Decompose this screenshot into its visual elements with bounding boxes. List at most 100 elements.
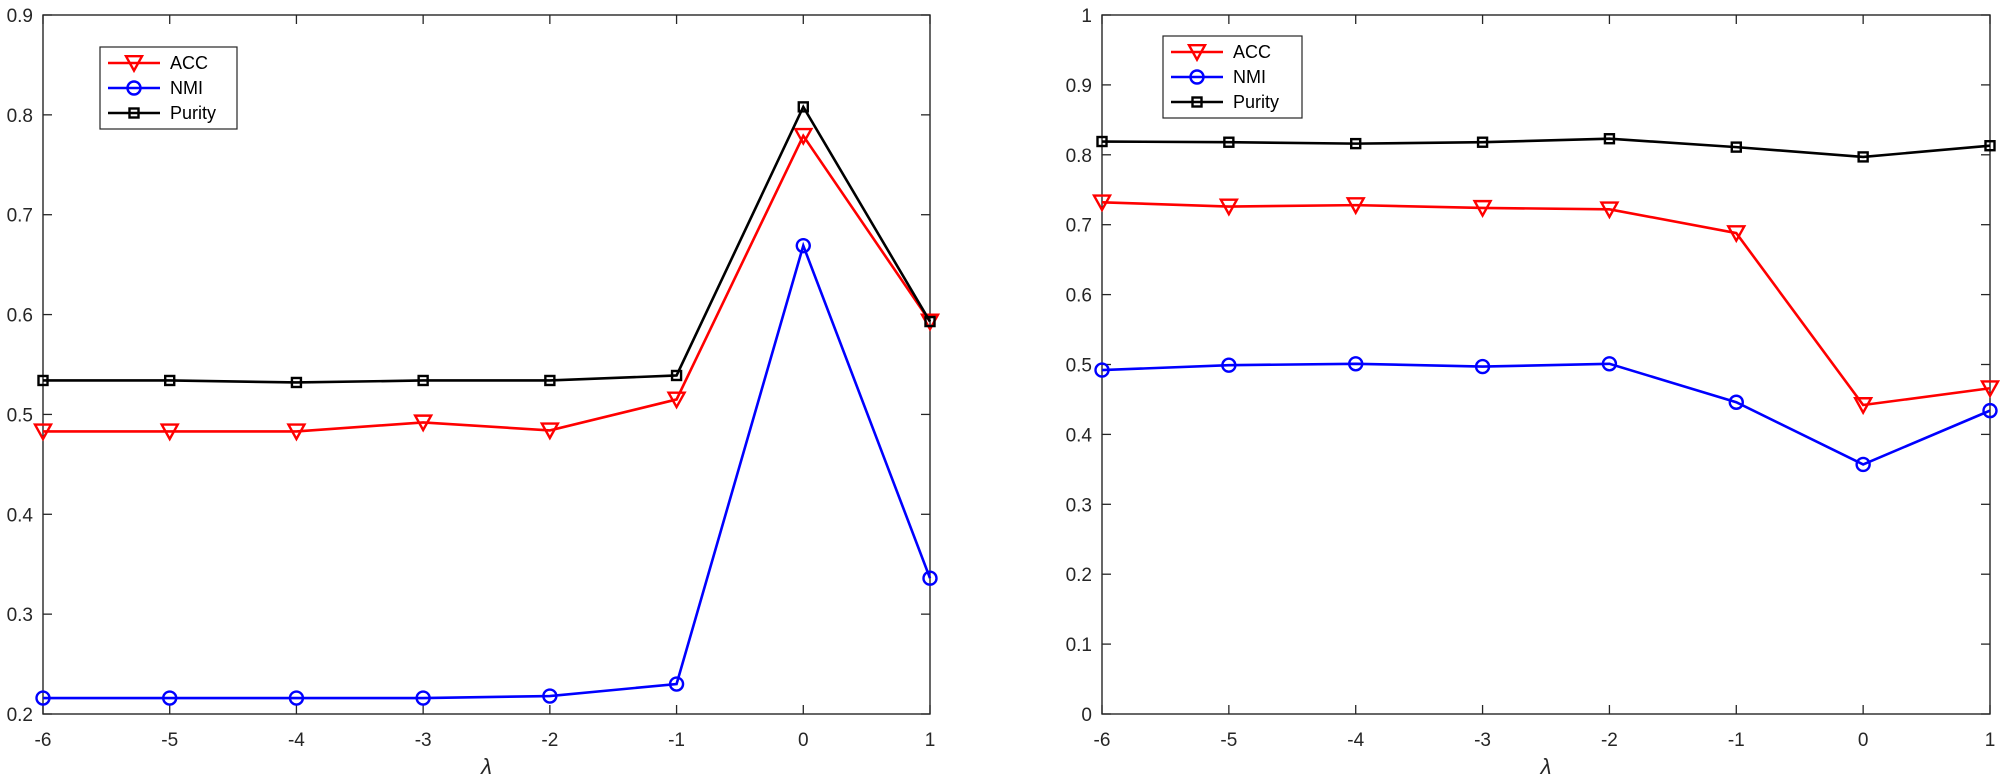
right-nmi-point	[1982, 402, 1998, 419]
left-x-tick-label: -2	[541, 730, 558, 751]
right-acc-point	[1091, 194, 1113, 213]
left-acc-point	[286, 423, 307, 442]
chart-left: -6 -5 -4 -3 -2 -1 0 1 0.2 0.3 0.4 0.5 0.6 0.7 0.8 0.9 λ A…	[7, 6, 941, 779]
left-legend-nmi-label: NMI	[170, 78, 203, 98]
right-x-tick-label: 1	[1985, 730, 1996, 751]
right-acc-point	[1345, 197, 1366, 216]
right-purity-point	[1730, 141, 1742, 153]
left-nmi-point	[415, 690, 431, 706]
left-acc-point	[32, 423, 54, 442]
left-nmi-point	[162, 690, 178, 706]
left-x-tick-label: -3	[415, 730, 432, 751]
left-purity-line	[43, 104, 932, 384]
right-x-tick-label: -3	[1474, 730, 1491, 751]
right-purity-point	[1603, 133, 1616, 145]
right-acc-point	[1218, 198, 1239, 217]
right-y-tick-label: 0.3	[1066, 495, 1092, 516]
right-y-tick-label: 0.8	[1066, 146, 1092, 167]
left-acc-point	[539, 422, 560, 441]
right-acc-point	[1599, 201, 1620, 220]
left-y-tick-label: 0.8	[7, 106, 33, 127]
left-acc-point	[159, 423, 180, 442]
right-y-tick-label: 0	[1081, 705, 1092, 726]
right-nmi-line	[1101, 362, 1991, 466]
left-x-tick-label: -4	[288, 730, 305, 751]
left-nmi-line	[43, 241, 932, 700]
left-purity-point	[544, 374, 556, 387]
left-legend-purity-marker	[128, 107, 140, 119]
right-nmi-point	[1094, 362, 1110, 378]
left-x-tick-label: 1	[925, 730, 936, 751]
left-x-tick-label: -6	[35, 730, 52, 751]
left-legend-acc-label: ACC	[170, 53, 208, 73]
left-legend-nmi-marker	[126, 80, 142, 96]
left-acc-point	[413, 414, 434, 433]
left-nmi-point	[542, 688, 558, 704]
right-y-tick-label: 0.5	[1066, 356, 1092, 377]
left-y-tick-label: 0.9	[7, 6, 33, 27]
right-purity-point	[1857, 151, 1869, 163]
left-purity-point	[670, 369, 683, 382]
left-purity-point	[164, 374, 176, 387]
left-purity-point	[37, 374, 49, 387]
right-legend-acc-label: ACC	[1233, 42, 1271, 62]
right-purity-point	[1096, 135, 1108, 148]
left-acc-point	[666, 391, 687, 410]
right-x-axis-label: λ	[1540, 754, 1552, 779]
right-nmi-point	[1221, 357, 1237, 373]
left-purity-point	[797, 101, 809, 113]
left-y-tick-label: 0.5	[7, 405, 33, 426]
left-y-tick-label: 0.7	[7, 206, 33, 227]
chart-right: -6 -5 -4 -3 -2 -1 0 1 0 0.1 0.2 0.3 0.4 0.5 0.6 0.7 0.8 0…	[1066, 6, 2000, 779]
right-y-tick-label: 0.9	[1066, 76, 1092, 97]
left-x-tick-label: -1	[668, 730, 685, 751]
right-nmi-point	[1601, 356, 1618, 372]
right-x-tick-label: 0	[1858, 730, 1869, 751]
right-x-tick-label: -6	[1094, 730, 1111, 751]
left-x-tick-label: -5	[161, 730, 178, 751]
right-purity-point	[1350, 137, 1362, 150]
right-legend-acc-marker	[1186, 44, 1208, 63]
right-x-tick-label: -4	[1347, 730, 1364, 751]
right-y-tick-label: 0.2	[1066, 565, 1092, 586]
left-nmi-point	[795, 237, 811, 254]
right-acc-point	[1472, 199, 1493, 218]
right-y-tick-label: 0.7	[1066, 216, 1092, 237]
left-legend-purity-label: Purity	[170, 103, 216, 123]
left-y-tick-label: 0.3	[7, 605, 33, 626]
right-nmi-point	[1728, 394, 1744, 410]
right-legend-nmi-label: NMI	[1233, 67, 1266, 87]
left-purity-point	[417, 374, 429, 387]
right-y-tick-label: 0.1	[1066, 635, 1092, 656]
left-y-tick-label: 0.4	[7, 505, 34, 526]
right-legend-purity-label: Purity	[1233, 92, 1279, 112]
left-y-tick-label: 0.2	[7, 705, 33, 726]
right-x-tick-label: -2	[1601, 730, 1618, 751]
left-legend-acc-marker	[123, 55, 145, 74]
right-acc-line	[1101, 201, 1991, 407]
right-y-tick-label: 0.4	[1066, 425, 1093, 446]
right-purity-point	[1984, 140, 1996, 152]
right-nmi-point	[1474, 358, 1491, 375]
right-acc-point	[1853, 397, 1874, 416]
right-acc-point	[1979, 380, 2000, 399]
left-x-tick-label: 0	[798, 730, 809, 751]
right-purity-point	[1223, 136, 1235, 148]
left-nmi-point	[35, 690, 51, 706]
right-x-tick-label: -5	[1220, 730, 1237, 751]
left-x-axis-label: λ	[480, 754, 492, 779]
right-legend-nmi-marker	[1189, 69, 1205, 85]
right-acc-point	[1726, 225, 1747, 244]
left-nmi-point	[668, 676, 685, 692]
left-y-tick-label: 0.6	[7, 306, 33, 327]
left-purity-point	[290, 376, 303, 389]
left-nmi-point	[288, 690, 305, 706]
right-nmi-point	[1855, 456, 1871, 473]
right-y-tick-label: 0.6	[1066, 286, 1092, 307]
right-x-tick-label: -1	[1728, 730, 1745, 751]
right-purity-line	[1101, 137, 1991, 159]
right-y-tick-label: 1	[1081, 6, 1092, 27]
right-nmi-point	[1348, 356, 1364, 372]
left-acc-point	[793, 127, 814, 146]
